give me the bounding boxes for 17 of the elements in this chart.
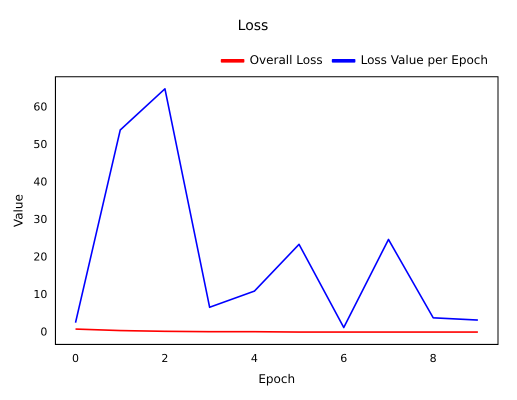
x-tick-label: 6 xyxy=(340,352,348,365)
y-axis-title: Value xyxy=(11,194,26,228)
y-tick-label: 60 xyxy=(33,100,48,114)
x-tick-label: 2 xyxy=(161,352,168,365)
x-tick-label: 8 xyxy=(430,352,437,365)
x-tick-label: 4 xyxy=(250,352,258,365)
y-tick-label: 40 xyxy=(33,175,48,188)
y-tick-label: 10 xyxy=(33,288,48,301)
y-tick-label: 0 xyxy=(40,325,48,338)
y-tick-label: 50 xyxy=(33,138,48,151)
legend-label: Overall Loss xyxy=(250,52,323,67)
legend-label: Loss Value per Epoch xyxy=(360,52,488,67)
x-axis-title: Epoch xyxy=(258,372,296,386)
y-tick-label: 30 xyxy=(33,212,48,226)
x-tick-label: 0 xyxy=(72,352,80,365)
chart-title: Loss xyxy=(238,18,268,34)
y-tick-label: 20 xyxy=(33,250,48,264)
